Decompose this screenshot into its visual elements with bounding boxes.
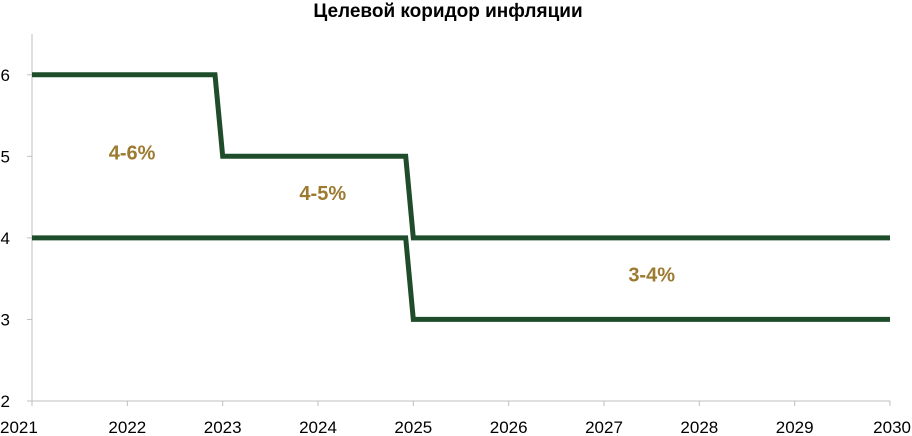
y-tick-label: 6 [1,66,10,85]
y-tick-label: 4 [1,229,10,248]
annotations: 4-6% 4-5% 3-4% [109,142,675,286]
y-ticks: 2 3 4 5 6 [1,66,32,411]
y-tick-label: 2 [1,392,10,411]
x-tick-label: 2022 [108,418,146,436]
x-tick-label: 2024 [299,418,337,436]
series-group [32,72,890,322]
y-tick-label: 5 [1,147,10,166]
corridor-label: 4-5% [299,183,346,205]
y-tick-label: 3 [1,310,10,329]
corridor-label: 4-6% [109,142,156,164]
x-tick-label: 2030 [873,418,911,436]
x-tick-label: 2028 [680,418,718,436]
chart-title: Целевой коридор инфляции [313,1,582,22]
corridor-label: 3-4% [628,265,675,287]
x-tick-label: 2029 [776,418,814,436]
upper-bound-line [32,72,890,241]
lower-bound-line [32,235,890,322]
x-tick-label: 2023 [204,418,242,436]
x-tick-label: 2026 [490,418,528,436]
x-tick-label: 2021 [0,418,38,436]
x-ticks: 2021 2022 2023 2024 2025 2026 2027 2028 2029 2030 [0,401,911,436]
x-tick-label: 2027 [585,418,623,436]
x-tick-label: 2025 [394,418,432,436]
